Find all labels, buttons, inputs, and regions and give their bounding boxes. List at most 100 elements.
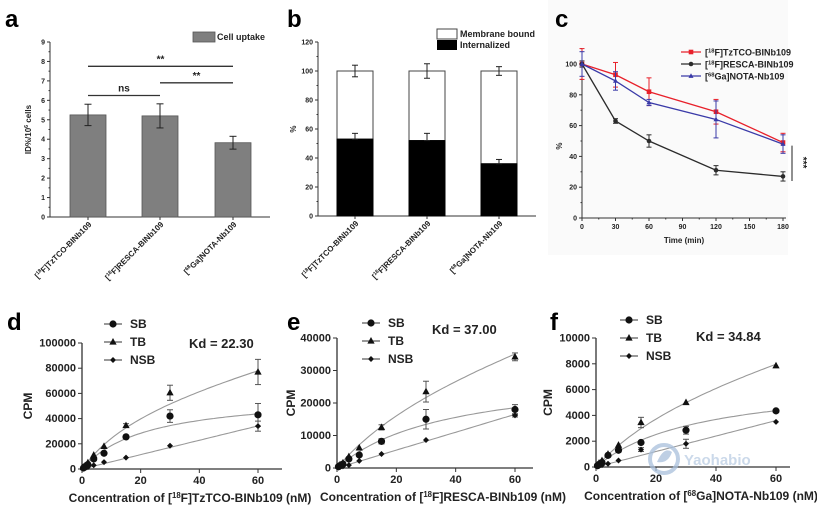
- legend-marker: [109, 320, 117, 328]
- bar-membrane-bound: [336, 70, 374, 140]
- data-point-sb: [637, 438, 645, 447]
- legend-marker: [110, 357, 116, 363]
- legend-label: SB: [646, 313, 663, 327]
- data-point-tb: [122, 421, 130, 429]
- data-point: [579, 61, 585, 66]
- bar: [214, 142, 252, 218]
- data-point-nsb: [605, 460, 611, 467]
- data-point-tb: [355, 443, 363, 451]
- y-tick-label: 80000: [45, 363, 76, 375]
- y-tick-label: 20000: [300, 398, 331, 410]
- y-tick-label: 0: [70, 464, 76, 476]
- bar-internalized: [336, 138, 374, 217]
- data-point-nsb: [339, 463, 346, 470]
- legend-marker: [688, 73, 694, 78]
- y-tick-label: 40000: [45, 413, 76, 425]
- legend-marker: [368, 356, 374, 362]
- x-tick-label: 0: [593, 473, 599, 485]
- data-point-sb: [355, 451, 363, 459]
- legend-label: [68Ga]NOTA-Nb109: [705, 72, 784, 82]
- x-tick-label: 180: [777, 224, 789, 231]
- fit-curve-sb: [595, 410, 777, 468]
- data-point-tb: [166, 388, 174, 396]
- legend-label-membrane: Membrane bound: [460, 29, 535, 39]
- x-axis-title: Time (min): [664, 236, 705, 245]
- data-point-nsb: [615, 457, 622, 464]
- y-tick-label: 2: [41, 176, 45, 183]
- legend-label: [18F]TzTCO-BINb109: [705, 48, 791, 58]
- data-point-tb: [682, 398, 690, 406]
- x-axis-title: Concentration of [68Ga]NOTA-Nb109 (nM): [584, 489, 817, 504]
- x-tick-label: 20: [135, 475, 147, 487]
- data-point-tb: [604, 450, 612, 457]
- data-point: [646, 99, 652, 105]
- bar-membrane-bound: [480, 70, 518, 165]
- data-point-nsb: [512, 412, 518, 419]
- x-tick-label: 60: [770, 473, 782, 485]
- significance-label: ***: [797, 157, 808, 169]
- legend-label: TB: [646, 331, 662, 345]
- data-point-sb: [682, 426, 690, 434]
- y-axis-title: %: [555, 142, 564, 149]
- y-tick-label: 80: [569, 92, 577, 99]
- legend-swatch: [192, 31, 216, 43]
- data-point: [646, 89, 652, 95]
- y-tick-label: 9: [41, 40, 45, 47]
- y-tick-label: 10000: [300, 430, 331, 442]
- data-point-sb: [377, 437, 386, 445]
- data-point-tb: [100, 442, 108, 449]
- data-point-sb: [166, 412, 174, 420]
- y-axis-title: CPM: [541, 389, 555, 416]
- data-point: [713, 167, 719, 173]
- bar-internalized: [480, 163, 518, 217]
- y-tick-label: 120: [301, 40, 313, 47]
- y-axis-title: %: [289, 125, 298, 132]
- y-tick-label: 40: [305, 156, 313, 163]
- panel-f-saturation-chart: 0 2000 4000 6000 8000 10000 0 20 40 60 Concentrati…: [541, 313, 817, 503]
- legend-swatch-membrane: [436, 28, 458, 40]
- panel-d-saturation-chart: 0 20000 40000 60000 80000 100000 0 20 40 60 Concen…: [21, 317, 311, 505]
- data-point-nsb: [101, 459, 107, 466]
- data-point-tb: [90, 451, 98, 458]
- y-tick-label: 6: [41, 98, 45, 105]
- y-tick-label: 5: [41, 117, 45, 124]
- watermark: Yaohabio: [648, 443, 751, 475]
- data-point-sb: [254, 411, 262, 419]
- data-point-sb: [422, 415, 430, 423]
- bar-internalized: [408, 140, 446, 217]
- legend-marker: [626, 353, 632, 359]
- x-tick-label: 0: [580, 224, 584, 231]
- data-point-sb: [100, 449, 108, 457]
- y-tick-label: 0: [309, 214, 313, 221]
- data-point-sb: [511, 405, 519, 414]
- data-point-tb: [637, 418, 645, 426]
- y-tick-label: 4000: [566, 410, 590, 422]
- y-tick-label: 8: [41, 59, 45, 66]
- data-point-tb: [422, 387, 430, 395]
- x-tick-label: 60: [509, 474, 521, 486]
- x-tick-label: 40: [450, 474, 462, 486]
- x-tick-label: 40: [710, 473, 722, 485]
- y-tick-label: 0: [325, 463, 331, 475]
- watermark-logo-icon: [648, 443, 680, 475]
- data-point-tb: [254, 368, 262, 375]
- data-point-tb: [339, 458, 347, 466]
- legend-label: [18F]RESCA-BINb109: [705, 60, 794, 70]
- data-point-tb: [84, 458, 92, 466]
- x-tick-label: 30: [612, 224, 620, 231]
- legend-marker: [688, 49, 694, 55]
- data-point-tb: [377, 423, 386, 431]
- legend-label: SB: [130, 317, 147, 331]
- data-point-sb: [614, 446, 623, 454]
- legend-label-internalized: Internalized: [460, 40, 510, 50]
- y-tick-label: 0: [584, 462, 590, 474]
- x-tick-label: 20: [390, 474, 402, 486]
- data-point-nsb: [356, 457, 363, 464]
- data-point-sb: [122, 433, 130, 441]
- y-tick-label: 100: [565, 62, 577, 69]
- y-tick-label: 60: [569, 123, 577, 130]
- x-tick-label: 0: [334, 474, 340, 486]
- y-tick-label: 6000: [566, 384, 590, 396]
- data-point: [713, 116, 719, 122]
